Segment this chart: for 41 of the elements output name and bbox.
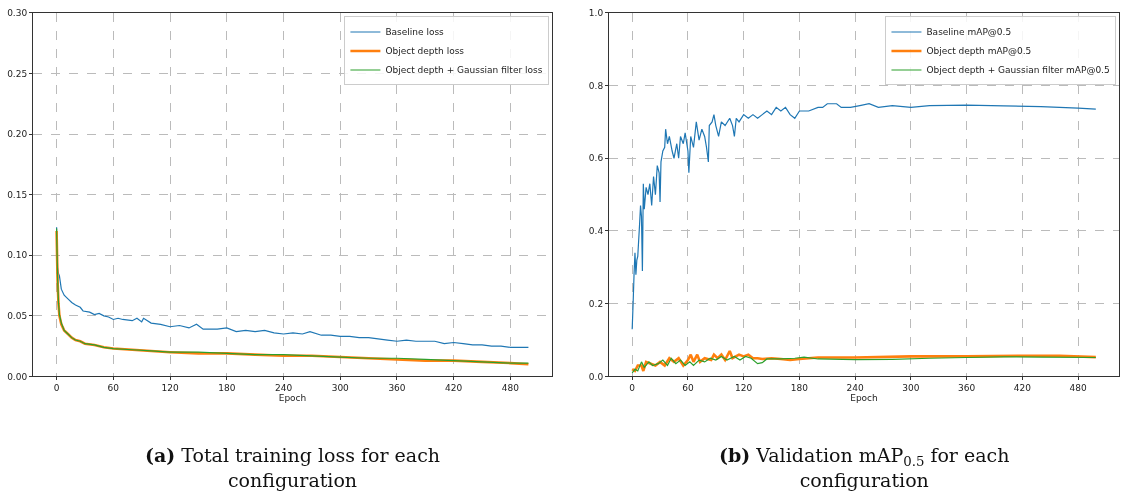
text: (b) Validation mAP$_{0.5}$ for each configuration	[719, 444, 1010, 491]
x-tick-label: 0	[53, 383, 60, 394]
y-tick-label: 0.10	[7, 250, 28, 261]
x-axis-title: Epoch	[278, 393, 307, 404]
y-tick-label: 0.2	[588, 298, 604, 309]
y-tick-label: 0.4	[588, 226, 604, 237]
x-tick-label: 60	[107, 383, 120, 394]
y-tick-label: 0.6	[588, 153, 604, 164]
x-tick-label: 60	[682, 383, 694, 394]
legend-label: Object depth loss	[385, 46, 465, 57]
x-tick-label: 480	[1069, 383, 1088, 394]
y-tick-label: 0.15	[7, 189, 28, 200]
x-tick-label: 0	[629, 383, 636, 394]
x-tick-label: 360	[388, 383, 406, 394]
x-tick-label: 240	[846, 383, 865, 394]
x-tick-label: 120	[161, 383, 179, 394]
x-tick-label: 180	[790, 383, 809, 394]
x-tick-label: 420	[1013, 383, 1032, 394]
x-tick-label: 300	[331, 383, 350, 394]
y-tick-label: 0.25	[7, 68, 28, 79]
legend-label: Object depth mAP@0.5	[926, 46, 1032, 57]
legend-label: Baseline loss	[385, 27, 445, 38]
legend-label: Object depth + Gaussian filter mAP@0.5	[926, 65, 1110, 76]
x-tick-label: 120	[735, 383, 753, 394]
y-tick-label: 0.0	[588, 371, 604, 382]
x-tick-label: 180	[218, 383, 236, 394]
legend-label: Object depth + Gaussian filter loss	[385, 65, 543, 76]
y-tick-label: 0.05	[7, 310, 28, 321]
text: (a) Total training loss for each configuration	[145, 444, 441, 491]
legend-label: Baseline mAP@0.5	[926, 27, 1012, 38]
x-tick-label: 420	[445, 383, 463, 394]
y-tick-label: 0.00	[7, 371, 28, 382]
x-tick-label: 240	[274, 383, 293, 394]
y-tick-label: 0.20	[7, 129, 28, 140]
y-tick-label: 1.0	[588, 7, 604, 18]
y-tick-label: 0.30	[7, 7, 28, 18]
x-tick-label: 360	[958, 383, 976, 394]
x-tick-label: 300	[902, 383, 920, 394]
x-axis-title: Epoch	[850, 393, 878, 404]
y-tick-label: 0.8	[588, 80, 604, 91]
x-tick-label: 480	[501, 383, 520, 394]
